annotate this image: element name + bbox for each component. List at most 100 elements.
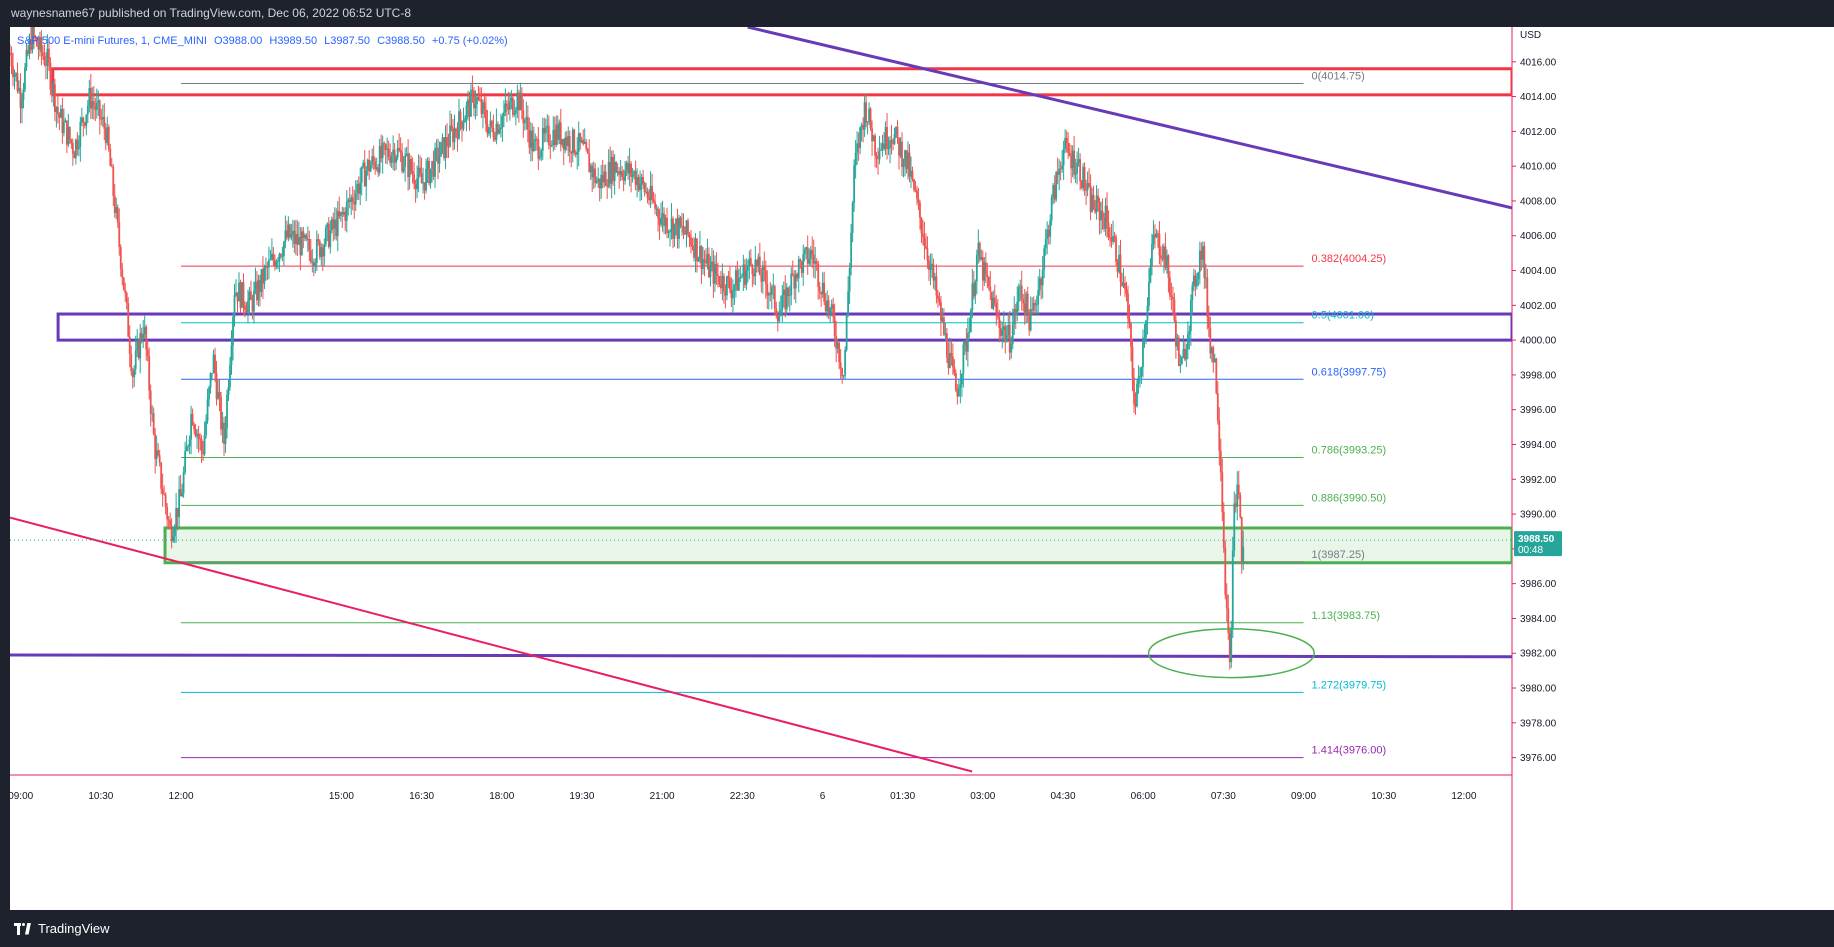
candle-body (934, 276, 936, 281)
candle-body (103, 116, 106, 129)
candle-body (749, 258, 752, 265)
candle-body (589, 165, 592, 173)
candle-body (950, 352, 953, 357)
zone-green-support[interactable] (163, 526, 1512, 565)
candle-body (226, 395, 228, 429)
price-tick-label: 4014.00 (1520, 92, 1557, 103)
candle-body (913, 178, 915, 190)
candle-body (164, 494, 167, 507)
candle-body (540, 150, 543, 157)
candle-body (393, 149, 396, 163)
candle-body (649, 185, 652, 201)
candle-body (371, 156, 374, 165)
candle-body (836, 342, 839, 349)
candle-body (758, 256, 761, 275)
candle-body (959, 384, 962, 388)
candle-body (178, 489, 181, 518)
candle-body (969, 309, 972, 332)
candle-body (447, 146, 450, 148)
candle-body (338, 211, 341, 217)
candle-body (1174, 320, 1177, 347)
chart-area[interactable]: 0(4014.75) 0.382(4004.25) 0.5(4001.00) 0.61… (10, 27, 1834, 910)
candle-body (284, 230, 287, 243)
candle-body (943, 317, 945, 335)
candle-body (643, 183, 646, 193)
candle-body (473, 90, 475, 109)
trendline-pink-downtrend[interactable] (10, 516, 973, 773)
candle-body (380, 145, 383, 159)
candle-body (1034, 303, 1037, 305)
candle-body (574, 152, 577, 155)
candle-body (217, 391, 219, 399)
candle-body (957, 387, 960, 397)
candle-body (1008, 324, 1011, 353)
candle-body (666, 217, 668, 233)
candle-body (389, 156, 392, 163)
candle-body (1158, 233, 1161, 256)
tradingview-brand[interactable]: TradingView (14, 921, 110, 936)
candle-body (1218, 420, 1221, 451)
candle-body (106, 126, 109, 143)
candle-body (872, 135, 875, 142)
candle-body (408, 158, 411, 178)
chart-canvas[interactable]: 0(4014.75) 0.382(4004.25) 0.5(4001.00) 0.61… (10, 27, 1834, 910)
zone-purple-pivot[interactable] (56, 312, 1512, 342)
candle-body (648, 198, 650, 201)
candle-body (612, 156, 615, 181)
candle-body (534, 139, 537, 142)
candle-body (947, 357, 950, 369)
candle-body (1035, 304, 1038, 306)
candle-body (52, 84, 55, 92)
candle-body (725, 276, 728, 296)
candle-body (477, 97, 480, 100)
candle-body (434, 148, 436, 177)
candle-body (30, 39, 32, 50)
candle-body (631, 173, 634, 177)
candle-body (616, 171, 619, 173)
candle-body (640, 177, 643, 185)
fib-level-label: 0(4014.75) (1312, 71, 1365, 83)
price-tick-label: 4006.00 (1520, 231, 1557, 242)
candle-body (568, 136, 571, 152)
candle-body (971, 283, 974, 310)
candle-body (1071, 150, 1074, 169)
candle-body (654, 201, 656, 209)
candle-body (944, 333, 947, 335)
candle-body (839, 362, 842, 369)
candle-body (651, 185, 653, 200)
highlight-ellipse[interactable] (1147, 628, 1315, 679)
candle-body (303, 235, 306, 238)
symbol-name[interactable]: S&P 500 E-mini Futures, 1, CME_MINI (17, 35, 207, 47)
candle-body (1005, 335, 1008, 342)
candle-body (24, 67, 26, 90)
candle-body (12, 66, 14, 77)
candle-body (1148, 282, 1150, 307)
candle-body (1131, 347, 1134, 378)
candle-body (866, 121, 869, 123)
symbol-legend: S&P 500 E-mini Futures, 1, CME_MINI O398… (17, 35, 512, 47)
candle-body (260, 269, 263, 292)
candle-body (182, 472, 185, 494)
time-tick-label: 19:30 (569, 791, 594, 802)
candle-body (579, 133, 582, 143)
trendline-purple-downtrend[interactable] (747, 27, 1512, 210)
candle-body (932, 263, 935, 281)
candle-body (582, 139, 585, 145)
fib-level-label: 1.13(3983.75) (1312, 610, 1381, 622)
candle-body (426, 160, 429, 169)
candle-body (36, 38, 38, 47)
candle-body (34, 37, 37, 39)
candle-body (435, 147, 438, 149)
candle-body (53, 84, 56, 113)
candle-body (922, 233, 924, 238)
candle-body (76, 139, 79, 150)
candle-body (1177, 337, 1180, 367)
zone-red-resistance[interactable] (51, 67, 1512, 97)
horizontal-line-purple-support[interactable] (10, 653, 1513, 659)
candle-body (917, 198, 920, 203)
candle-body (1037, 290, 1040, 305)
candle-body (1230, 629, 1233, 663)
candle-body (395, 157, 398, 163)
candle-body (348, 199, 351, 202)
candlestick-series[interactable] (10, 27, 1245, 670)
